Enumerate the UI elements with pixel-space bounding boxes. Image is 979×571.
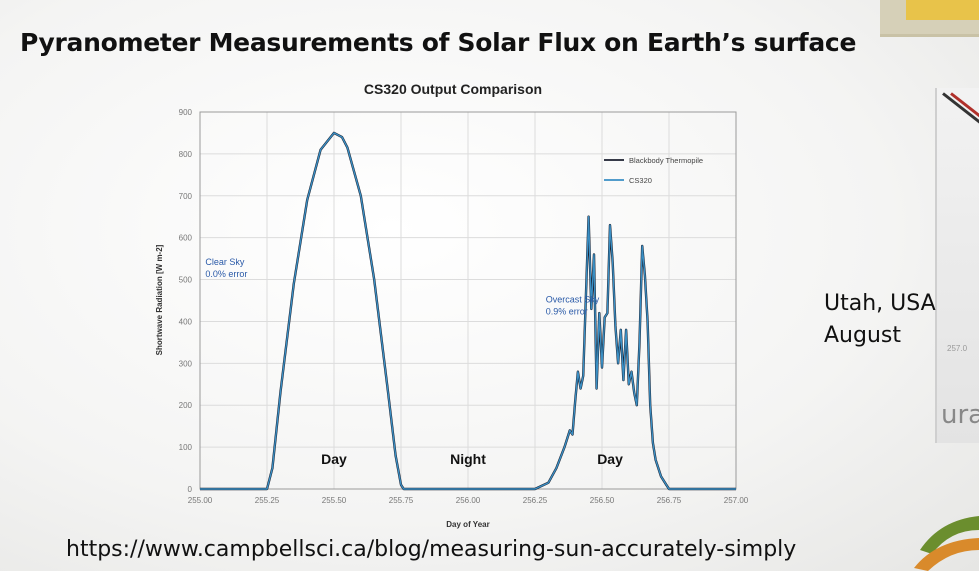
period-labels: Day Night Day [321, 451, 623, 467]
y-tick-label: 200 [179, 401, 193, 410]
annotation-text: 0.0% error [205, 269, 247, 279]
legend-label-blackbody: Blackbody Thermopile [629, 156, 703, 165]
slide-title: Pyranometer Measurements of Solar Flux o… [20, 28, 857, 57]
x-tick-label: 255.25 [255, 496, 280, 505]
x-axis-label: Day of Year [446, 520, 489, 529]
x-tick-label: 256.00 [456, 496, 481, 505]
annotation-text: Overcast Sky [546, 295, 600, 305]
y-tick-label: 0 [188, 485, 193, 494]
photo-tick-label: 257.0 [947, 344, 968, 353]
y-tick-label: 600 [179, 234, 193, 243]
chart-series [200, 131, 736, 491]
location-line1: Utah, USA [824, 291, 936, 316]
location-line2: August [824, 323, 901, 348]
annotation-text: 0.9% error [546, 307, 588, 317]
corner-logo-box [880, 0, 979, 37]
chart-annotations: Clear Sky 0.0% error Overcast Sky 0.9% erro… [205, 257, 599, 317]
annotation-text: Clear Sky [205, 257, 245, 267]
y-tick-label: 400 [179, 317, 193, 326]
chart: CS320 Output Comparison 255.00 255.25 255.… [155, 81, 749, 529]
x-tick-label: 255.50 [322, 496, 347, 505]
x-tick-label: 256.25 [523, 496, 548, 505]
legend-label-cs320: CS320 [629, 176, 652, 185]
y-tick-label: 800 [179, 150, 193, 159]
y-tick-label: 300 [179, 359, 193, 368]
period-label: Day [597, 451, 623, 467]
photo-caption-fragment: ura [941, 400, 979, 430]
legend: Blackbody Thermopile CS320 [604, 156, 703, 185]
instrument-photo: 257.0 ura [935, 88, 979, 443]
x-tick-label: 256.75 [657, 496, 682, 505]
source-url[interactable]: https://www.campbellsci.ca/blog/measurin… [66, 537, 797, 562]
y-axis-label: Shortwave Radiation [W m-2] [155, 244, 164, 355]
y-tick-label: 700 [179, 192, 193, 201]
x-tick-labels: 255.00 255.25 255.50 255.75 256.00 256.25 256.… [188, 496, 749, 505]
x-tick-label: 257.00 [724, 496, 749, 505]
x-tick-label: 255.00 [188, 496, 213, 505]
y-tick-label: 500 [179, 276, 193, 285]
y-tick-labels: 0 100 200 300 400 500 600 700 800 900 [179, 108, 193, 494]
campbell-logo [914, 516, 979, 571]
period-label: Night [450, 451, 486, 467]
x-tick-label: 256.50 [590, 496, 615, 505]
location-label: Utah, USA August [824, 288, 936, 352]
chart-title: CS320 Output Comparison [364, 81, 542, 97]
x-tick-label: 255.75 [389, 496, 414, 505]
y-tick-label: 900 [179, 108, 193, 117]
period-label: Day [321, 451, 347, 467]
y-tick-label: 100 [179, 443, 193, 452]
series-line-cs320 [200, 132, 736, 490]
